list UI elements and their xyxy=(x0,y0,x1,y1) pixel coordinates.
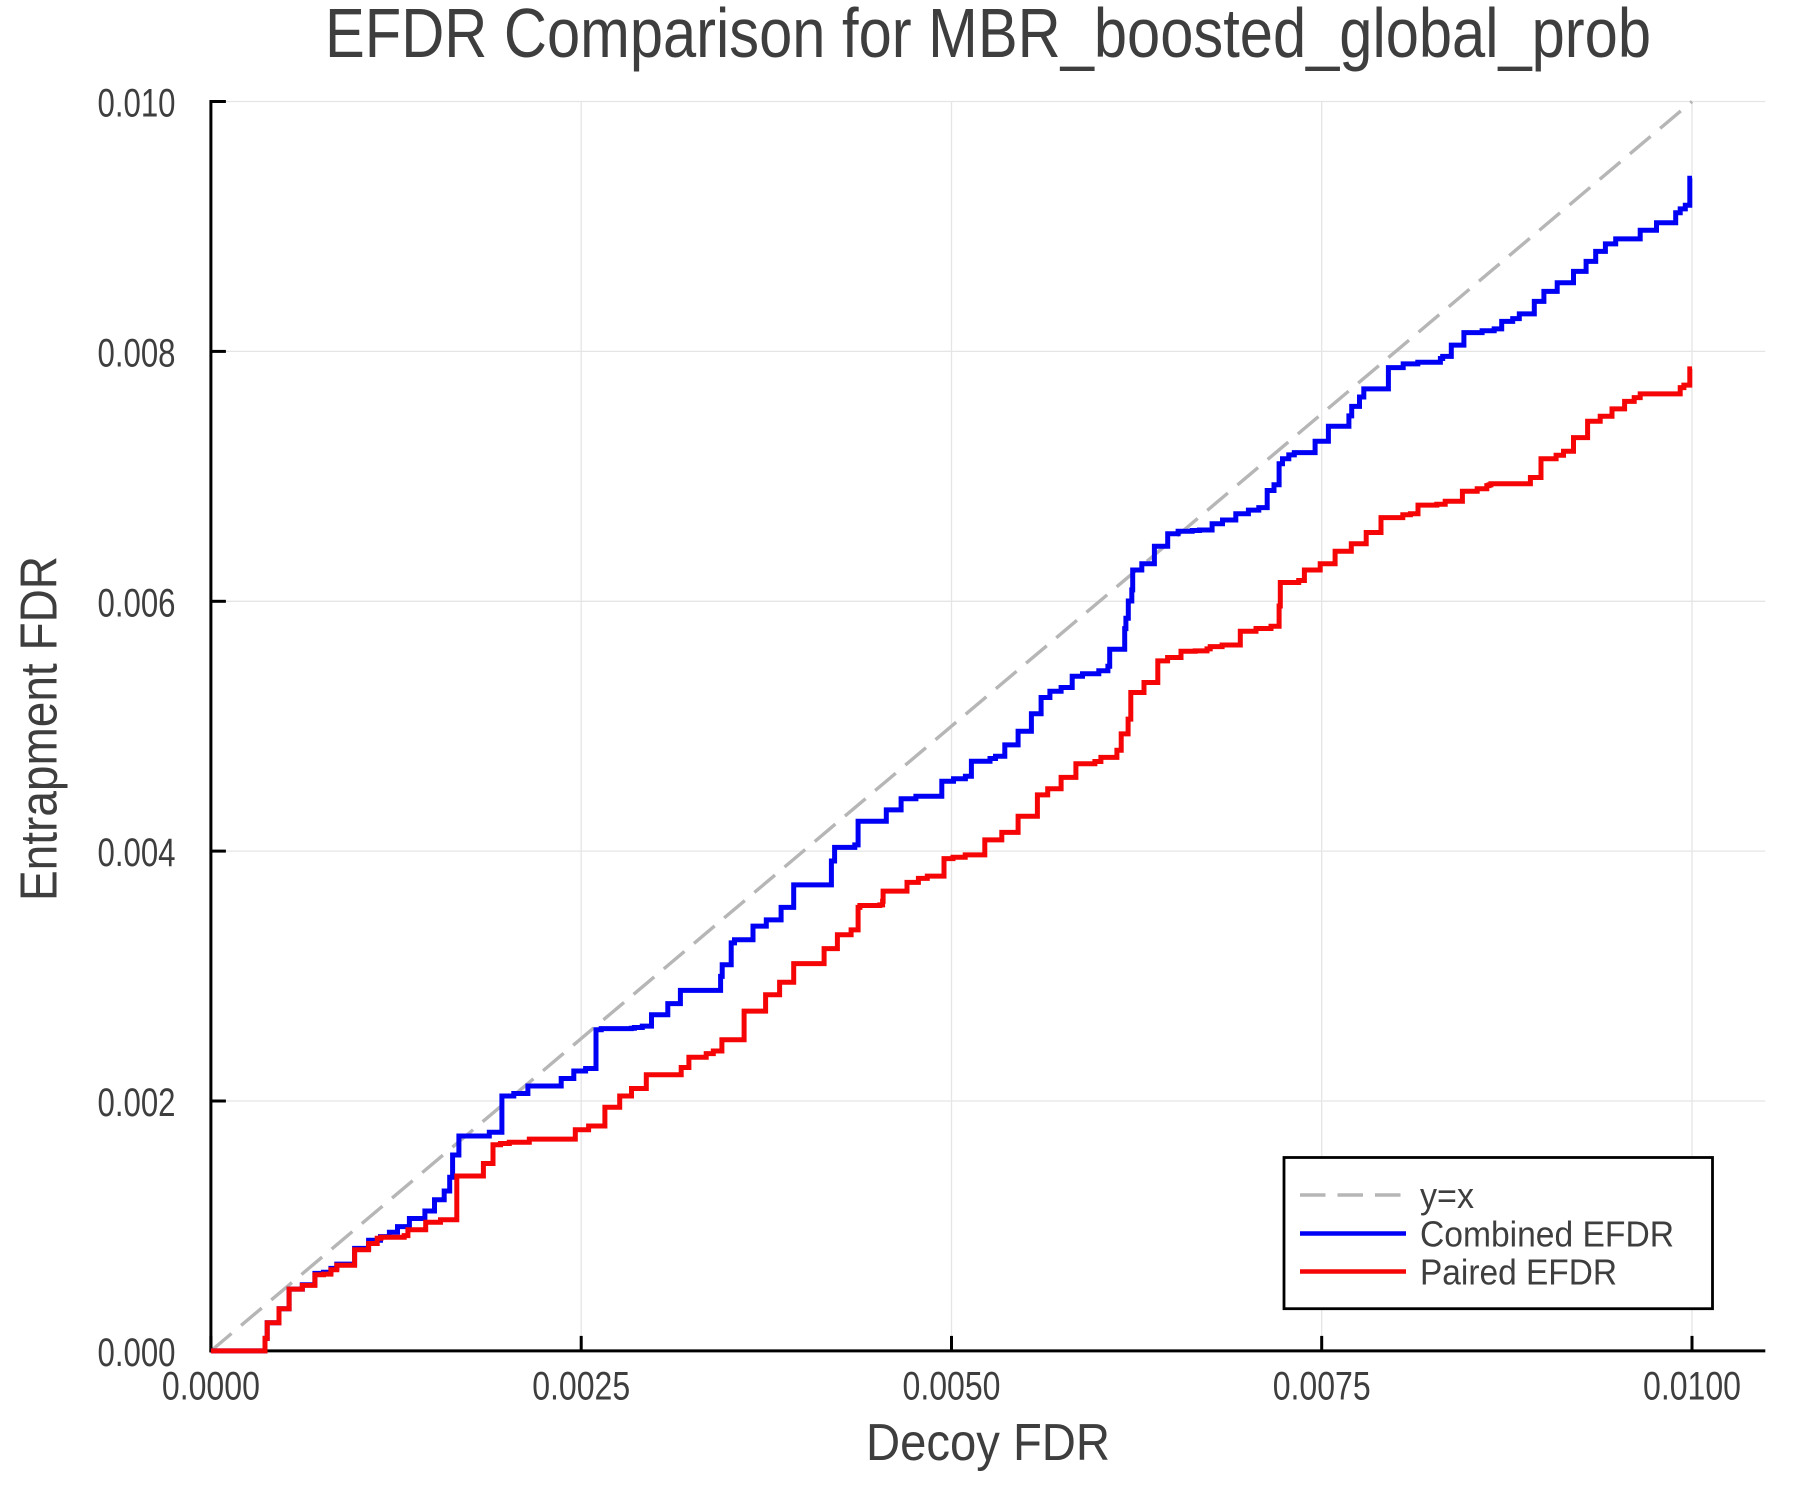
svg-text:0.008: 0.008 xyxy=(98,331,176,375)
svg-text:Entrapment FDR: Entrapment FDR xyxy=(10,556,68,901)
svg-text:0.010: 0.010 xyxy=(98,82,176,126)
svg-text:y=x: y=x xyxy=(1420,1175,1474,1216)
svg-text:0.0050: 0.0050 xyxy=(903,1364,1001,1408)
svg-text:Decoy FDR: Decoy FDR xyxy=(866,1413,1110,1471)
svg-text:0.0100: 0.0100 xyxy=(1643,1364,1741,1408)
svg-text:0.0025: 0.0025 xyxy=(532,1364,630,1408)
svg-text:Combined EFDR: Combined EFDR xyxy=(1420,1213,1674,1254)
svg-text:0.006: 0.006 xyxy=(98,581,176,625)
svg-text:Paired EFDR: Paired EFDR xyxy=(1420,1251,1617,1292)
svg-text:0.000: 0.000 xyxy=(98,1331,176,1375)
svg-text:0.002: 0.002 xyxy=(98,1081,176,1125)
svg-text:0.004: 0.004 xyxy=(98,831,176,875)
svg-text:EFDR Comparison for MBR_booste: EFDR Comparison for MBR_boosted_global_p… xyxy=(325,0,1651,72)
svg-text:0.0000: 0.0000 xyxy=(162,1364,260,1408)
svg-text:0.0075: 0.0075 xyxy=(1273,1364,1371,1408)
